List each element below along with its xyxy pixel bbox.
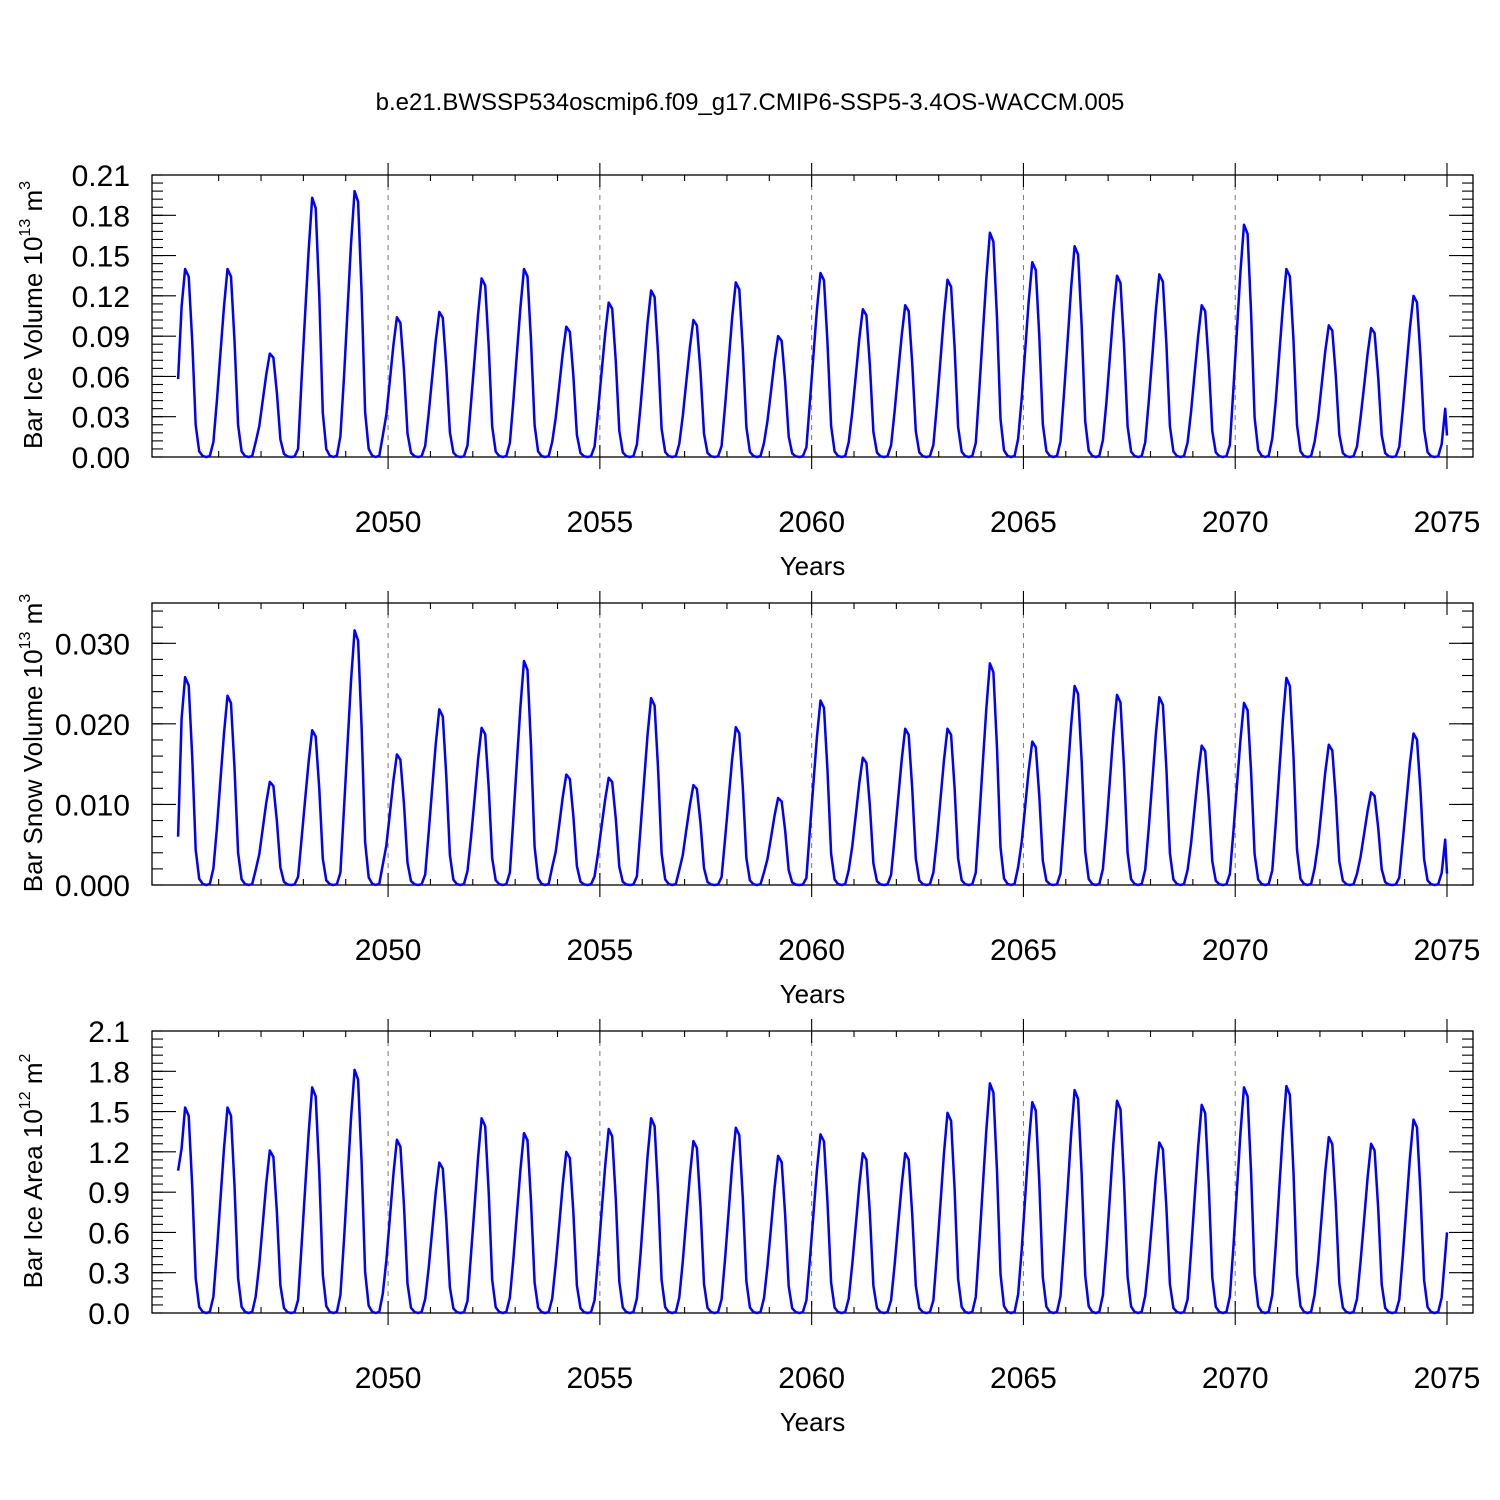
y-tick-label: 0.21 (72, 160, 130, 193)
y-tick-label: 0.0 (88, 1298, 130, 1331)
x-tick-label: 2065 (990, 1362, 1057, 1395)
x-axis-label: Years (780, 979, 846, 1009)
panel-2: 2050 2055 2060 2065 2070 2075 0.000 0.010 0.020 0… (17, 591, 1480, 1009)
y-tick-label: 1.2 (88, 1137, 130, 1170)
x-tick-label: 2050 (355, 506, 422, 539)
x-tick-label: 2065 (990, 506, 1057, 539)
y-tick-label: 0.09 (72, 321, 130, 354)
x-tick-label: 2070 (1202, 1362, 1269, 1395)
y-tick-label: 0.12 (72, 281, 130, 314)
x-tick-label: 2060 (778, 506, 845, 539)
x-axis-label: Years (780, 1407, 846, 1437)
y-tick-label: 1.5 (88, 1097, 130, 1130)
y-axis-label-part: 2 (17, 1053, 34, 1062)
y-axis-label-part: m (18, 190, 48, 219)
y-axis-label-part: 13 (17, 631, 34, 649)
y-tick-label: 0.18 (72, 200, 130, 233)
x-tick-label: 2070 (1202, 934, 1269, 967)
y-axis-label-part: Bar Snow Volume 10 (18, 649, 48, 892)
plot-frame (151, 602, 1474, 886)
figure-title: b.e21.BWSSP534oscmip6.f09_g17.CMIP6-SSP5… (376, 89, 1125, 116)
y-tick-label: 0.6 (88, 1217, 130, 1250)
y-tick-label: 0.06 (72, 361, 130, 394)
y-tick-label: 0.15 (72, 241, 130, 274)
y-axis-label: Bar Ice Area 1012 m2 (17, 1053, 48, 1288)
x-tick-label: 2055 (566, 1362, 633, 1395)
y-tick-label: 0.3 (88, 1258, 130, 1291)
x-tick-label: 2060 (778, 934, 845, 967)
panels: 2050 2055 2060 2065 2070 20750.000.030.060.09… (17, 160, 1480, 1437)
panel-1: 2050 2055 2060 2065 2070 2075 0.00 0.03 0.06 0.09… (17, 160, 1480, 581)
y-tick-label: 0.00 (72, 442, 130, 475)
y-tick-label: 0.010 (55, 789, 130, 822)
y-tick-label: 0.020 (55, 709, 130, 742)
y-axis-label-part: m (18, 603, 48, 632)
y-tick-label: 0.000 (55, 870, 130, 903)
panel-3: 2050 2055 2060 2065 2070 2075 0.0 0.3 0.6 0.9 1.2 1… (17, 1016, 1480, 1437)
x-tick-label: 2055 (566, 506, 633, 539)
plot-frame (151, 174, 1474, 458)
y-tick-label: 0.030 (55, 628, 130, 661)
y-axis-label-part: 12 (17, 1091, 34, 1109)
series-line (176, 629, 1449, 887)
series-line (176, 189, 1449, 459)
x-tick-label: 2075 (1414, 1362, 1481, 1395)
y-axis-label-part: Bar Ice Volume 10 (18, 237, 48, 449)
x-axis-label: Years (780, 551, 846, 581)
x-tick-label: 2075 (1414, 934, 1481, 967)
x-tick-label: 2060 (778, 1362, 845, 1395)
y-axis-label: Bar Snow Volume 1013 m3 (17, 594, 48, 893)
x-tick-label: 2065 (990, 934, 1057, 967)
x-tick-label: 2075 (1414, 506, 1481, 539)
x-tick-label: 2050 (355, 934, 422, 967)
y-tick-label: 0.03 (72, 402, 130, 435)
plot-frame (151, 1030, 1474, 1314)
y-axis-label-part: Bar Ice Area 10 (18, 1109, 48, 1288)
y-tick-label: 0.9 (88, 1177, 130, 1210)
y-axis-label-part: 3 (17, 181, 34, 190)
y-axis-label-part: m (18, 1062, 48, 1091)
y-axis-label-part: 3 (17, 594, 34, 603)
y-tick-label: 2.1 (88, 1016, 130, 1049)
y-axis-label-part: 13 (17, 219, 34, 237)
x-tick-label: 2050 (355, 1362, 422, 1395)
x-tick-label: 2070 (1202, 506, 1269, 539)
x-tick-label: 2055 (566, 934, 633, 967)
series-line (176, 1068, 1449, 1315)
y-axis-label: Bar Ice Volume 1013 m3 (17, 181, 48, 449)
y-tick-label: 1.8 (88, 1056, 130, 1089)
